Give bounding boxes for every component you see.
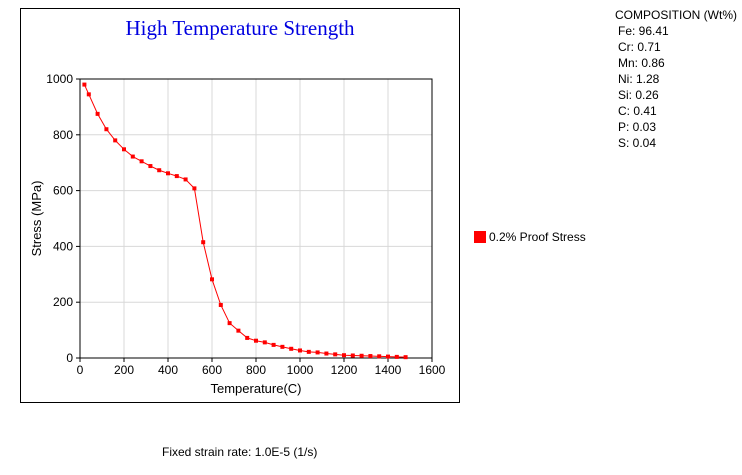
composition-si: Si: 0.26 [618,88,659,102]
data-point [183,177,188,182]
data-point [342,353,346,358]
data-point [245,335,250,340]
data-point [82,82,87,87]
data-point [333,352,338,357]
y-tick-label: 200 [53,295,73,309]
data-point [386,354,390,359]
composition-mn: Mn: 0.86 [618,56,665,70]
composition-s: S: 0.04 [618,136,657,150]
data-point [192,186,197,191]
x-tick-label: 0 [77,363,84,377]
data-point [403,355,408,360]
data-point [315,350,320,355]
y-tick-label: 0 [66,351,73,365]
data-point [289,346,294,351]
data-point [139,159,144,164]
y-axis-label: Stress (MPa) [29,181,44,257]
composition-cr: Cr: 0.71 [618,40,661,54]
data-point [95,111,100,116]
data-point [122,147,126,152]
data-point [104,127,109,132]
y-tick-label: 400 [53,239,73,253]
data-point [227,321,232,326]
x-tick-label: 1000 [287,363,314,377]
legend-label-proof-stress: 0.2% Proof Stress [489,230,586,244]
data-point [394,354,399,359]
composition-panel: COMPOSITION (Wt%) Fe: 96.41 Cr: 0.71 Mn:… [615,7,737,151]
data-point [271,342,276,347]
data-point [298,348,302,353]
chart-title: High Temperature Strength [125,16,355,40]
data-point [130,154,135,159]
x-tick-label: 1200 [331,363,358,377]
data-point [262,340,267,345]
data-point [201,240,206,245]
x-tick-label: 800 [246,363,266,377]
x-tick-label: 400 [158,363,178,377]
data-point [174,174,179,179]
data-point [350,353,355,358]
legend: 0.2% Proof Stress [474,230,586,244]
y-tick-label: 1000 [46,72,73,86]
y-tick-label: 600 [53,184,73,198]
data-point [324,351,329,356]
data-point [306,349,311,354]
data-point [148,164,153,169]
data-point [359,353,364,358]
data-point [254,338,258,343]
composition-p: P: 0.03 [618,120,657,134]
data-point [113,138,118,143]
data-point [368,354,373,359]
data-point [377,354,382,359]
x-tick-label: 200 [114,363,134,377]
strain-rate-note: Fixed strain rate: 1.0E-5 (1/s) [162,445,318,459]
data-point [166,171,170,176]
composition-fe: Fe: 96.41 [618,24,669,38]
x-axis-label: Temperature(C) [210,381,301,396]
x-tick-label: 1600 [419,363,446,377]
x-tick-label: 600 [202,363,222,377]
data-point [210,277,214,282]
data-point [218,302,223,307]
data-point [236,328,241,333]
chart-frame [20,8,460,403]
composition-ni: Ni: 1.28 [618,72,660,86]
series-line-proof-stress [83,84,406,358]
legend-swatch-proof-stress [474,231,486,243]
data-point [86,92,91,97]
x-tick-label: 1400 [375,363,402,377]
composition-title: COMPOSITION (Wt%) [615,8,737,22]
data-point [280,344,285,349]
data-point [157,168,162,173]
composition-c: C: 0.41 [618,104,657,118]
y-tick-label: 800 [53,128,73,142]
